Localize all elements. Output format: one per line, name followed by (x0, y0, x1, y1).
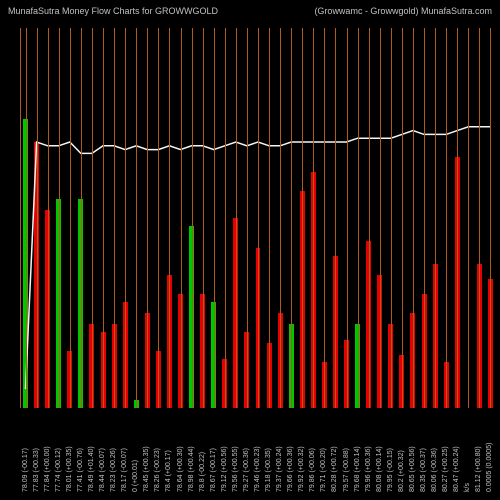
x-axis-label: 0.0005 (0.0005) (486, 443, 493, 492)
gridline (369, 28, 370, 408)
x-axis-label: 78.09 (-00.17) (22, 448, 29, 492)
x-axis-label: 78.26 (-00.23) (154, 448, 161, 492)
x-axis-label: 78.23 (-00.26) (110, 448, 117, 492)
x-axis-label: 78.8 (-00.22) (199, 452, 206, 492)
x-axis-label: 78.98 (+00.44) (188, 446, 195, 492)
x-axis-label: 80.06 (-00.36) (431, 448, 438, 492)
x-axis-label: 79.46 (+00.23) (254, 446, 261, 492)
gridline (81, 28, 82, 408)
x-axis-label: 80.08 (+00.14) (376, 446, 383, 492)
x-axis-label: 77.84 (+00.00) (44, 446, 51, 492)
x-axis-label: 78.17 (-00.07) (121, 448, 128, 492)
gridline (358, 28, 359, 408)
header-left: MunafaSutra Money Flow Charts for GROWWG… (8, 6, 218, 16)
x-labels: 78.09 (-00.17) 77.83 (-00.33) 77.84 (+00.0… (20, 412, 496, 492)
gridline (490, 28, 491, 408)
gridline (324, 28, 325, 408)
gridline (192, 28, 193, 408)
x-axis-label: 79.27 (-00.36) (243, 448, 250, 492)
x-axis-label: 81.12 (+00.80) (475, 446, 482, 492)
gridline (48, 28, 49, 408)
x-axis-label: 79.56 (+00.55) (232, 446, 239, 492)
gridline (125, 28, 126, 408)
x-axis-label: 78.45 (+00.35) (143, 446, 150, 492)
gridline (136, 28, 137, 408)
x-axis-label: 78.64 (+00.30) (177, 446, 184, 492)
gridline (114, 28, 115, 408)
x-axis-label: 78.67 (-00.17) (210, 448, 217, 492)
x-axis-label: 80.27 (+00.25) (442, 446, 449, 492)
x-axis-label: 80.28 (+00.72) (331, 446, 338, 492)
x-axis-label: 77.41 (-00.76) (77, 448, 84, 492)
gridline (291, 28, 292, 408)
gridline (380, 28, 381, 408)
gridline (457, 28, 458, 408)
gridline (391, 28, 392, 408)
x-axis-label: 78.01 (+00.35) (66, 446, 73, 492)
gridline (313, 28, 314, 408)
x-axis-label: 79.92 (+00.32) (298, 446, 305, 492)
gridline (335, 28, 336, 408)
plot-area (20, 28, 496, 408)
x-axis-label: 79.66 (+00.36) (287, 446, 294, 492)
gridline (214, 28, 215, 408)
gridline (70, 28, 71, 408)
gridline (92, 28, 93, 408)
x-axis-label: 77.83 (-00.33) (33, 448, 40, 492)
x-axis-label: 80.35 (-00.37) (420, 448, 427, 492)
gridline (435, 28, 436, 408)
gridline (347, 28, 348, 408)
x-axis-label: 80.47 (+00.24) (453, 446, 460, 492)
gridline (103, 28, 104, 408)
gridline (468, 28, 469, 408)
x-axis-label: 0 (+00.01) (132, 460, 139, 492)
x-axis-label: 79.71 (-00.20) (320, 448, 327, 492)
gridline (236, 28, 237, 408)
gridline (479, 28, 480, 408)
x-axis-label: 78.49 (+01.40) (88, 446, 95, 492)
x-axis-label: 79.68 (+00.14) (354, 446, 361, 492)
gridline (181, 28, 182, 408)
x-axis-label: 80.2 (+00.32) (398, 450, 405, 492)
gridline (169, 28, 170, 408)
gridline (158, 28, 159, 408)
x-axis-label: 79.18 (-00.35) (265, 448, 272, 492)
gridline (26, 28, 27, 408)
gridline (59, 28, 60, 408)
gridline (302, 28, 303, 408)
gridline (258, 28, 259, 408)
gridline (247, 28, 248, 408)
gridline (225, 28, 226, 408)
gridline (37, 28, 38, 408)
x-axis-label: 79.86 (-00.06) (309, 448, 316, 492)
gridline (446, 28, 447, 408)
x-axis-label: 79.37 (+00.24) (276, 446, 283, 492)
x-axis-label: k/s (464, 483, 471, 492)
chart-container: MunafaSutra Money Flow Charts for GROWWG… (0, 0, 500, 500)
x-axis-label: 79.12 (+00.56) (221, 446, 228, 492)
gridline (402, 28, 403, 408)
x-axis-label: 79.57 (-00.88) (343, 448, 350, 492)
gridline (413, 28, 414, 408)
gridline (269, 28, 270, 408)
x-axis-label: 79.95 (-00.15) (387, 448, 394, 492)
header-right: (Growwamc - Growwgold) MunafaSutra.com (314, 6, 492, 16)
gridline (424, 28, 425, 408)
x-axis-label: 78.44 (-00.07) (99, 448, 106, 492)
gridline (280, 28, 281, 408)
x-axis-label: 78.4 (+00.17) (165, 450, 172, 492)
chart-header: MunafaSutra Money Flow Charts for GROWWG… (0, 6, 500, 16)
x-axis-label: 80.65 (+00.56) (409, 446, 416, 492)
x-axis-label: 77.74 (-00.12) (55, 448, 62, 492)
gridline (147, 28, 148, 408)
x-axis-label: 79.96 (+00.36) (365, 446, 372, 492)
gridline (203, 28, 204, 408)
